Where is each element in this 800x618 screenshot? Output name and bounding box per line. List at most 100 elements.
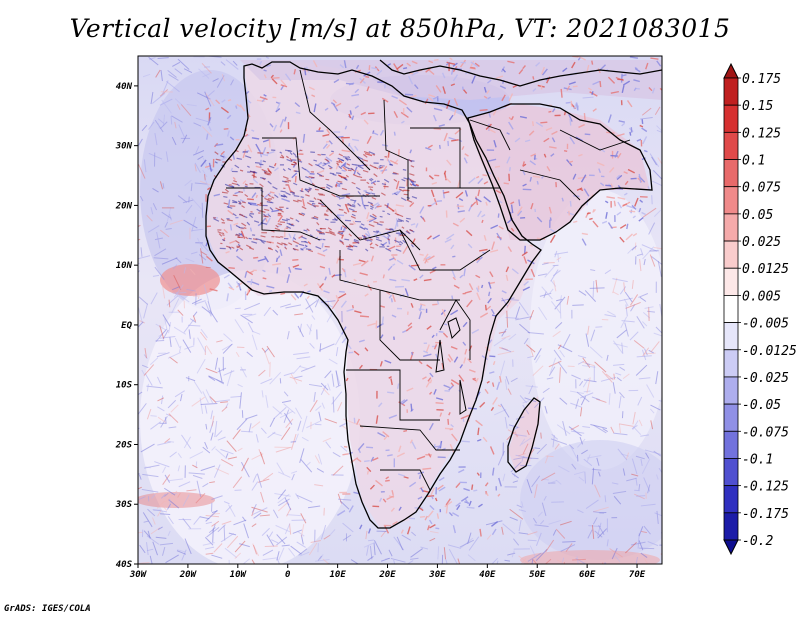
field-streak <box>636 138 642 142</box>
field-streak <box>524 397 537 403</box>
field-streak <box>366 181 370 185</box>
field-streak <box>311 182 315 186</box>
field-streak <box>518 555 529 564</box>
field-streak <box>360 260 369 267</box>
field-streak <box>559 349 565 358</box>
field-streak <box>534 484 538 498</box>
field-streak <box>360 111 366 116</box>
field-streak <box>613 363 625 366</box>
field-streak <box>289 217 294 220</box>
field-streak <box>304 244 308 248</box>
field-streak <box>229 224 233 231</box>
field-streak <box>185 204 193 214</box>
field-streak <box>631 458 638 475</box>
field-streak <box>395 218 399 227</box>
field-streak <box>601 370 613 383</box>
field-streak <box>431 496 434 500</box>
field-streak <box>541 502 547 517</box>
field-streak <box>357 202 361 207</box>
field-streak <box>569 200 572 207</box>
field-streak <box>357 156 363 160</box>
lon-tick-label: 50E <box>529 570 546 580</box>
field-streak <box>138 296 149 305</box>
field-streak <box>239 392 242 409</box>
field-streak <box>193 381 203 394</box>
field-streak <box>205 521 213 525</box>
field-streak <box>221 74 226 82</box>
field-streak <box>512 480 519 483</box>
field-streak <box>294 102 301 108</box>
field-streak <box>350 199 356 202</box>
colorbar-segment <box>723 485 739 514</box>
colorbar-label: -0.1 <box>742 452 773 467</box>
field-streak <box>625 304 628 317</box>
field-streak <box>493 139 497 148</box>
field-streak <box>313 392 316 402</box>
country-borders <box>226 69 631 491</box>
field-streak <box>341 187 347 191</box>
field-streak <box>494 165 501 168</box>
field-streak <box>381 165 388 175</box>
field-streak <box>261 240 265 244</box>
field-streak <box>435 527 440 530</box>
field-streak <box>322 248 328 253</box>
field-streak <box>138 224 141 227</box>
field-streak <box>199 516 210 520</box>
field-streak <box>338 196 345 200</box>
field-streak <box>228 266 235 269</box>
field-streak <box>266 285 275 289</box>
field-streak <box>639 547 655 550</box>
field-streak <box>353 278 357 282</box>
field-streak <box>197 337 207 353</box>
field-streak <box>358 176 363 179</box>
field-streak <box>226 205 233 209</box>
field-streak <box>621 122 626 127</box>
field-streak <box>448 511 453 517</box>
field-streak <box>372 213 377 218</box>
field-streak <box>314 484 324 487</box>
field-streak <box>612 278 628 283</box>
field-streak <box>138 164 146 179</box>
field-streak <box>288 548 296 557</box>
field-streak <box>153 257 169 260</box>
field-streak <box>204 179 210 189</box>
field-streak <box>266 64 272 68</box>
field-streak <box>656 129 662 133</box>
field-streak <box>290 373 298 385</box>
field-streak <box>205 423 208 430</box>
field-streak <box>570 425 580 431</box>
field-streak <box>638 207 642 213</box>
colorbar-segment <box>723 131 739 160</box>
field-streak <box>451 433 458 442</box>
field-streak <box>604 200 609 204</box>
field-streak <box>428 94 435 98</box>
field-streak <box>426 364 433 370</box>
field-streak <box>248 247 255 251</box>
field-streak <box>364 293 369 297</box>
field-streak <box>598 471 601 477</box>
field-streak <box>611 547 618 560</box>
field-streak <box>335 181 341 186</box>
field-streak <box>272 262 282 266</box>
field-streak <box>197 291 201 300</box>
field-streak <box>365 191 371 195</box>
field-streak <box>651 156 658 166</box>
field-streak <box>168 426 177 429</box>
field-streak <box>412 238 416 244</box>
field-streak <box>224 547 238 559</box>
field-streak <box>627 246 635 254</box>
field-streak <box>502 523 516 535</box>
field-streak <box>471 328 480 334</box>
field-streak <box>420 487 424 493</box>
field-streak <box>338 153 344 157</box>
field-streak <box>294 176 297 183</box>
field-streak <box>459 59 467 68</box>
field-streak <box>177 492 181 498</box>
field-streak <box>612 291 619 296</box>
field-streak <box>396 536 404 551</box>
field-streak <box>359 226 366 230</box>
field-streak <box>366 135 372 145</box>
field-streak <box>484 304 487 311</box>
field-streak <box>306 420 321 429</box>
